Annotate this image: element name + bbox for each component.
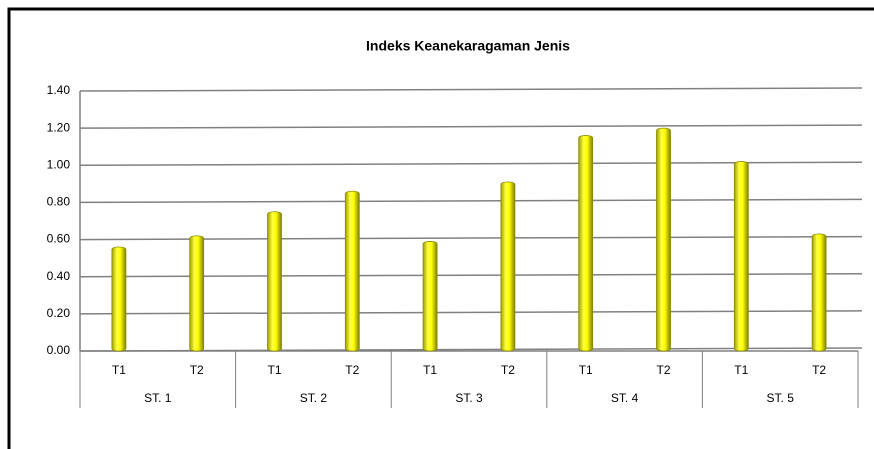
group-label: ST. 1 bbox=[144, 391, 172, 405]
x-tick-label: T1 bbox=[267, 363, 281, 377]
bar bbox=[578, 135, 594, 352]
bar bbox=[189, 235, 205, 352]
grid-line bbox=[79, 124, 863, 129]
grid-line bbox=[79, 310, 863, 315]
x-tick-label: T2 bbox=[812, 363, 826, 377]
bar bbox=[811, 233, 827, 352]
grid-line bbox=[79, 272, 863, 278]
y-tick-label: 0.40 bbox=[47, 269, 71, 283]
group-label: ST. 3 bbox=[455, 391, 483, 405]
x-tick-label: T1 bbox=[423, 363, 437, 377]
y-tick-label: 1.40 bbox=[47, 83, 71, 97]
frame bbox=[7, 7, 874, 449]
grid-line bbox=[79, 161, 863, 167]
group-label: ST. 5 bbox=[767, 391, 795, 405]
chart-title: Indeks Keanekaragaman Jenis bbox=[366, 38, 570, 54]
y-tick-label: 0.80 bbox=[47, 195, 71, 209]
group-label: ST. 4 bbox=[611, 391, 639, 405]
grid-line bbox=[79, 198, 863, 204]
x-tick-label: T2 bbox=[501, 363, 515, 377]
y-tick-label: 1.00 bbox=[47, 157, 71, 171]
x-tick-label: T2 bbox=[345, 363, 359, 377]
bar bbox=[656, 127, 671, 352]
bar bbox=[267, 211, 282, 352]
grid-line bbox=[79, 235, 863, 241]
bar bbox=[422, 241, 438, 352]
x-tick-label: T2 bbox=[656, 363, 670, 377]
y-tick-label: 0.00 bbox=[47, 343, 71, 357]
group-label: ST. 2 bbox=[300, 391, 328, 405]
grid-line bbox=[79, 87, 863, 92]
x-tick-label: T1 bbox=[112, 363, 126, 377]
x-tick-label: T1 bbox=[579, 363, 593, 377]
y-tick-label: 1.20 bbox=[47, 120, 71, 134]
x-tick-label: T1 bbox=[734, 363, 748, 377]
bar bbox=[733, 161, 749, 352]
bar bbox=[344, 190, 360, 352]
y-tick-label: 0.60 bbox=[47, 232, 71, 246]
x-tick-label: T2 bbox=[190, 363, 204, 377]
bar bbox=[500, 181, 516, 352]
bar bbox=[111, 246, 127, 352]
y-tick-label: 0.20 bbox=[47, 306, 71, 320]
